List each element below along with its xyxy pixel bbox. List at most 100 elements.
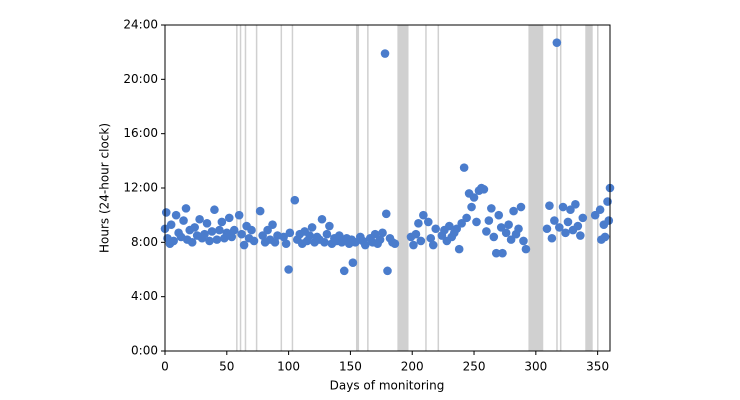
point — [239, 240, 249, 250]
point — [187, 238, 197, 247]
point — [590, 210, 600, 220]
y-tick-label: 8:00 — [131, 235, 158, 249]
axes: 0 50 100 150 200 250 300 350 0:00 4:00 8:00 12:00 16… — [123, 18, 609, 374]
point — [380, 49, 390, 58]
y-tick-label: 20:00 — [123, 72, 158, 86]
point — [390, 239, 400, 248]
point — [166, 220, 176, 229]
shaded-band — [255, 25, 258, 351]
point — [484, 216, 494, 225]
point — [469, 193, 479, 202]
point — [604, 216, 614, 225]
point — [459, 163, 469, 172]
point — [550, 216, 559, 225]
point — [573, 221, 583, 231]
point — [516, 202, 526, 212]
shaded-band — [559, 25, 562, 351]
point — [195, 214, 204, 224]
point — [200, 229, 209, 239]
point — [498, 248, 507, 258]
point — [487, 204, 496, 213]
shaded-bands — [236, 25, 599, 351]
point — [558, 202, 568, 212]
point — [494, 210, 504, 220]
point — [482, 227, 491, 236]
y-tick-label: 12:00 — [123, 181, 158, 195]
point — [205, 236, 214, 246]
point — [445, 221, 454, 231]
point — [571, 200, 580, 209]
point — [566, 205, 575, 215]
shaded-band — [244, 25, 247, 351]
point — [561, 228, 570, 238]
y-tick-label: 4:00 — [131, 289, 158, 303]
point — [249, 236, 259, 246]
point — [169, 236, 178, 246]
point — [322, 229, 332, 239]
point — [375, 235, 385, 244]
point — [290, 195, 300, 205]
point — [428, 240, 438, 250]
point — [555, 223, 564, 232]
x-tick-label: 0 — [161, 360, 169, 374]
point — [268, 220, 277, 229]
shaded-band — [355, 25, 360, 351]
point — [501, 228, 511, 238]
y-axis-label: Hours (24-hour clock) — [98, 123, 112, 253]
x-tick-label: 50 — [219, 360, 234, 374]
point — [258, 231, 267, 240]
point — [576, 231, 585, 240]
point — [370, 229, 380, 239]
point — [426, 233, 436, 243]
point — [419, 210, 428, 220]
point — [161, 208, 171, 217]
point — [207, 227, 217, 236]
point — [234, 210, 244, 220]
point — [171, 210, 181, 220]
point — [519, 236, 528, 246]
point — [472, 217, 481, 227]
point — [255, 206, 265, 216]
point — [409, 240, 418, 250]
point — [229, 225, 239, 235]
point — [348, 258, 358, 268]
point — [411, 229, 421, 239]
point — [542, 224, 552, 234]
shaded-band — [425, 25, 427, 351]
point — [521, 244, 531, 254]
point — [452, 224, 462, 234]
point — [454, 244, 464, 254]
point — [545, 201, 554, 210]
x-tick-label: 150 — [339, 360, 362, 374]
point — [212, 235, 222, 244]
point — [305, 231, 314, 240]
point — [285, 228, 295, 238]
point — [215, 225, 224, 235]
point — [506, 235, 516, 244]
shaded-band — [236, 25, 238, 351]
point — [217, 217, 227, 227]
point — [281, 239, 291, 248]
point — [479, 185, 489, 194]
point — [552, 38, 562, 47]
point — [279, 232, 288, 242]
point — [247, 225, 256, 235]
point — [595, 205, 605, 215]
point — [509, 206, 518, 216]
y-tick-label: 24:00 — [123, 18, 158, 32]
point — [578, 213, 588, 223]
x-tick-label: 300 — [524, 360, 547, 374]
point — [202, 219, 212, 228]
point — [224, 213, 234, 223]
shaded-band — [291, 25, 294, 351]
shaded-band — [585, 25, 593, 351]
point — [284, 265, 293, 274]
point — [270, 238, 280, 247]
shaded-band — [556, 25, 558, 351]
point — [227, 232, 237, 242]
point — [360, 240, 370, 250]
point — [334, 231, 344, 240]
point — [416, 236, 426, 246]
point — [210, 205, 219, 215]
point — [339, 266, 349, 276]
